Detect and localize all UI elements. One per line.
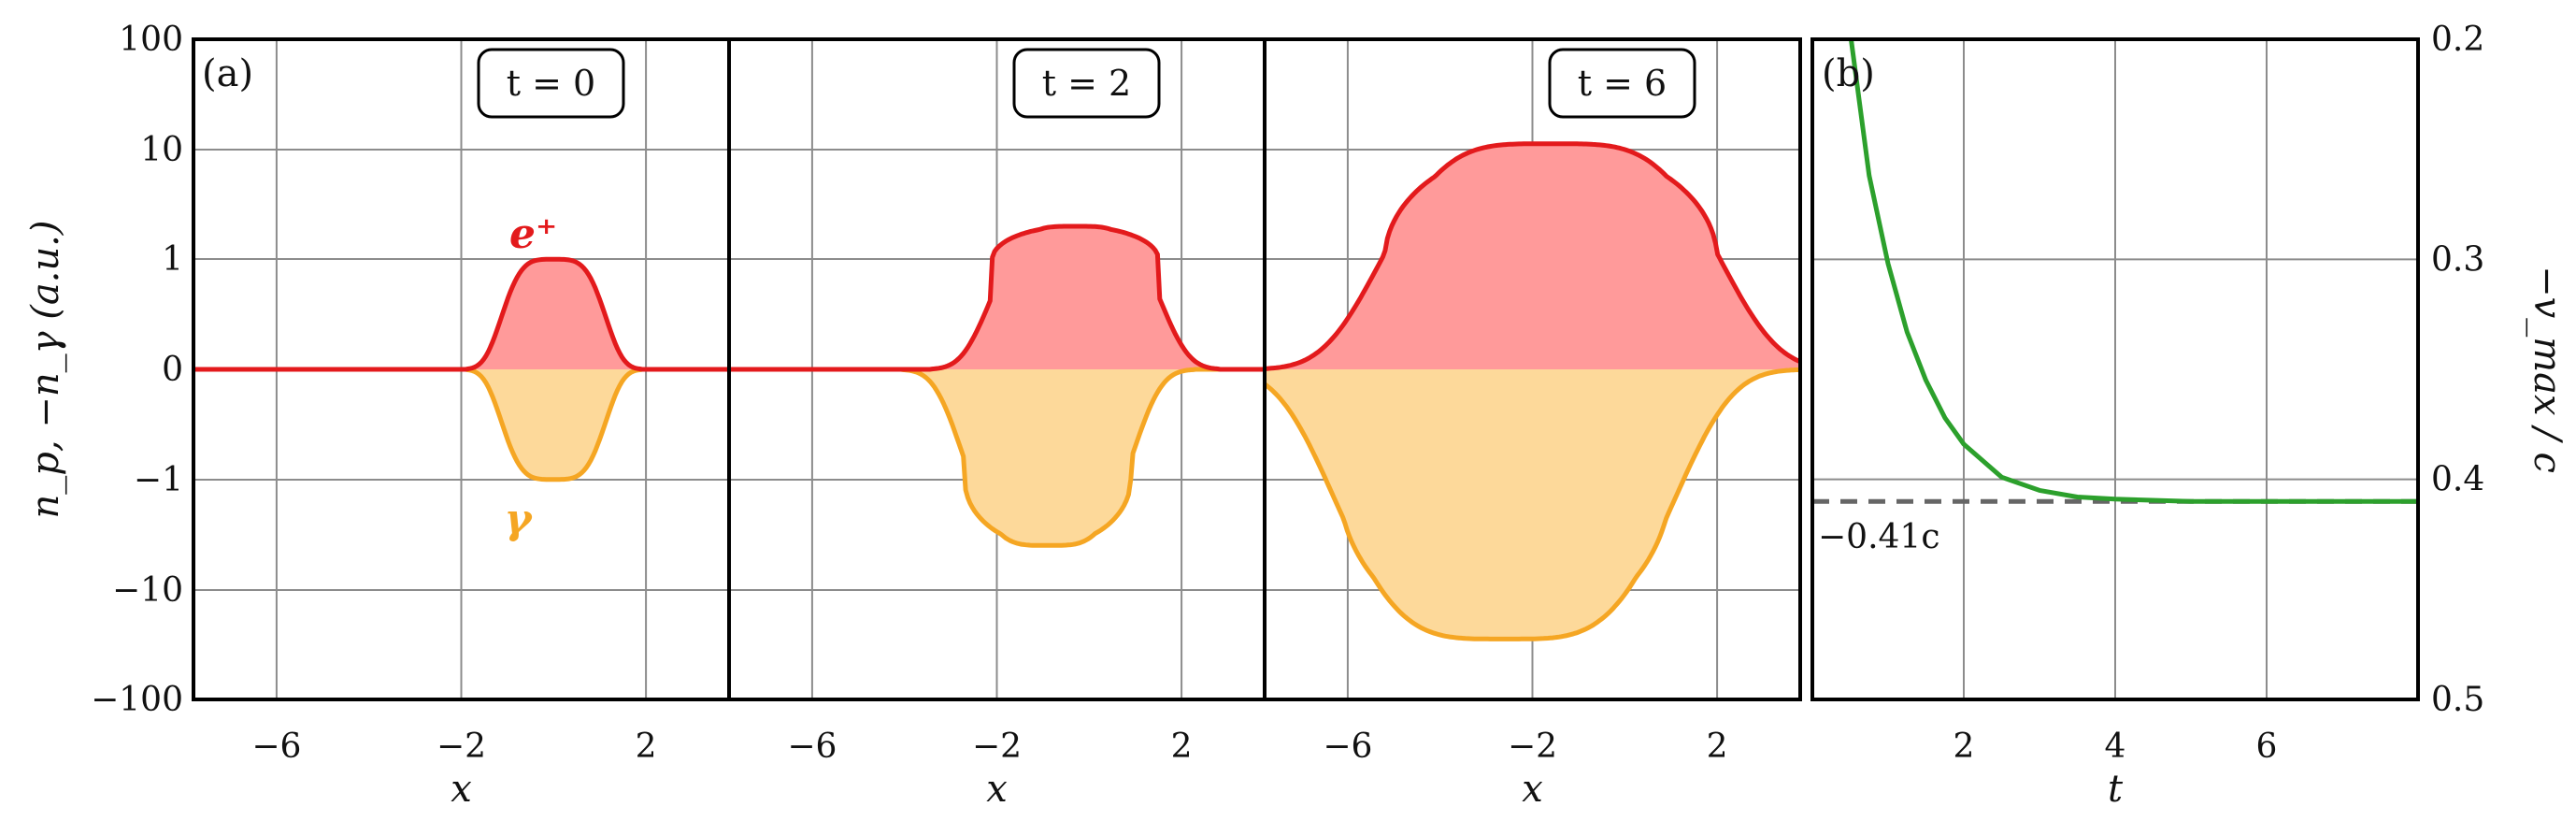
y-tick-label: 1	[162, 240, 183, 279]
x-tick-label: 2	[636, 727, 657, 766]
x-tick-label: −2	[436, 727, 486, 766]
x-axis-label: x	[451, 768, 472, 811]
time-label-box	[1548, 48, 1696, 119]
time-label-box	[477, 48, 625, 119]
photon-fill	[1265, 369, 1800, 640]
x-axis-label: t	[2108, 768, 2124, 811]
x-tick-label: −2	[1508, 727, 1557, 766]
time-label: t = 2	[1042, 63, 1131, 104]
y-tick-label: 0.3	[2431, 240, 2484, 279]
y-tick-label: 0.5	[2431, 681, 2484, 719]
panel-label-b: (b)	[1822, 52, 1875, 95]
x-tick-label: 6	[2256, 727, 2278, 766]
panel-b-frame	[1810, 37, 2420, 701]
y-tick-label: 10	[140, 131, 183, 169]
x-axis-label: x	[986, 768, 1008, 811]
panel-b: 2 4 6 0.2 0.3 0.4 0.5 −0.41c (b) t −v_max / c	[1810, 21, 2569, 811]
time-label: t = 6	[1578, 63, 1667, 104]
positron-line	[193, 256, 729, 372]
y-tick-label: 100	[119, 21, 183, 59]
x-tick-label: 2	[1707, 727, 1728, 766]
subpanel-frame	[1263, 37, 1802, 701]
subpanel-0: −6 −2 2 x t = 0	[192, 37, 731, 811]
y-tick-label: −10	[112, 571, 183, 610]
subpanel-1: −6 −2 2 x t = 2	[727, 37, 1267, 811]
x-tick-label: −6	[1323, 727, 1372, 766]
y-axis-label: n_p, −n_γ (a.u.)	[24, 221, 67, 519]
x-axis-label: x	[1522, 768, 1543, 811]
y-tick-label: 0.4	[2431, 461, 2484, 499]
time-label-box	[1012, 48, 1161, 119]
x-tick-label: −6	[787, 727, 837, 766]
y-tick-label: 0.2	[2431, 21, 2484, 59]
y-tick-label: −1	[134, 461, 183, 499]
x-tick-label: 2	[1953, 727, 1975, 766]
y-axis-label: −v_max / c	[2526, 266, 2569, 473]
subpanel-2: −6 −2 2 x t = 6	[1263, 37, 1802, 811]
positron-fill	[193, 259, 729, 369]
y-tick-label: −100	[91, 681, 183, 719]
photon-fill	[193, 369, 729, 480]
photon-line	[1263, 367, 1801, 641]
photon-species-label: γ	[504, 496, 533, 543]
x-tick-label: −2	[972, 727, 1022, 766]
x-tick-label: −6	[251, 727, 301, 766]
series-line	[1848, 39, 2418, 504]
x-tick-label: 4	[2105, 727, 2126, 766]
positron-fill	[729, 226, 1265, 369]
positron-species-label: e⁺	[509, 210, 557, 258]
positron-fill	[1265, 143, 1800, 369]
photon-fill	[729, 369, 1265, 546]
positron-line	[729, 223, 1265, 372]
positron-line	[1264, 141, 1801, 371]
asymptote-label: −0.41c	[1818, 518, 1939, 556]
panel-label-a: (a)	[202, 52, 253, 95]
x-tick-label: 2	[1171, 727, 1193, 766]
y-tick-label: 0	[162, 351, 183, 389]
time-label: t = 0	[507, 63, 595, 104]
